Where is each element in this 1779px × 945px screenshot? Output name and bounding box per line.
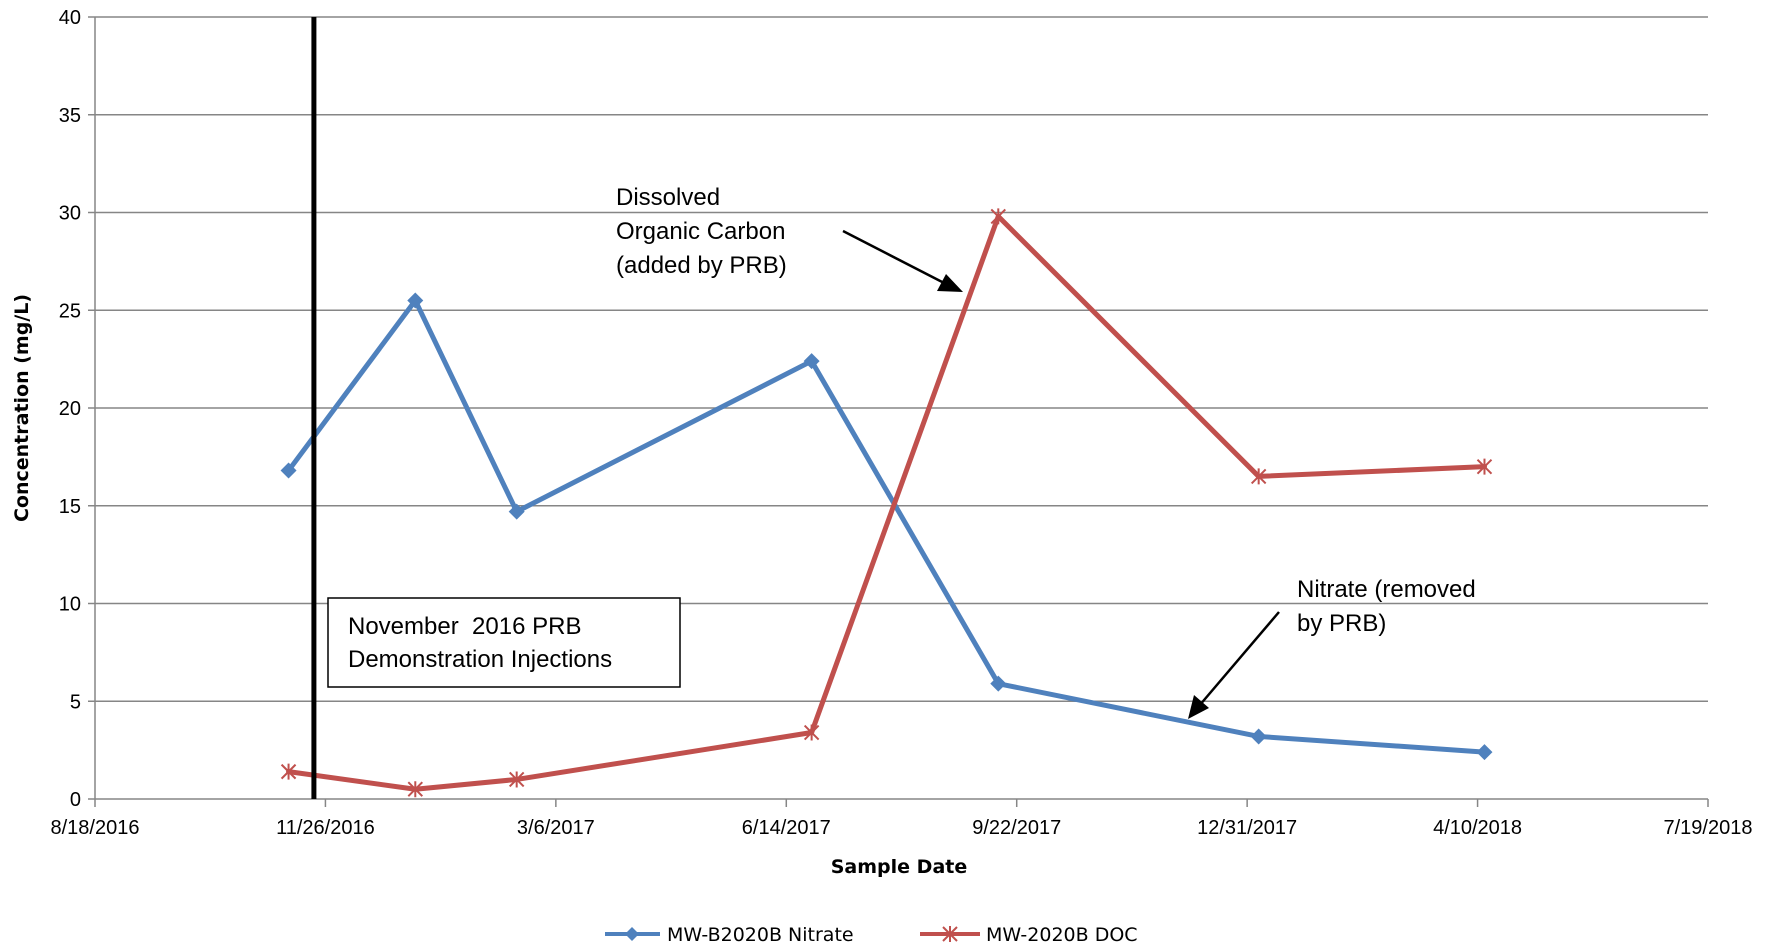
doc-annotation-arrow	[842, 229, 949, 287]
data-point-1-2	[508, 771, 525, 788]
injection-annotation-box	[327, 597, 681, 688]
data-point-0-2	[508, 503, 525, 520]
x-tick-label-1: 11/26/2016	[276, 817, 375, 839]
x-tick-label-4: 9/22/2017	[972, 817, 1061, 839]
y-tick-labels: 0 5 10 15 20 25 30 35 40	[59, 7, 81, 811]
y-tick-label-5: 5	[70, 691, 81, 713]
y-axis-title: Concentration (mg/L)	[11, 294, 33, 522]
data-point-0-3	[803, 353, 820, 370]
series-layer	[280, 208, 1493, 798]
series-line-1	[286, 213, 1487, 792]
doc-annotation-arrowhead	[937, 274, 963, 292]
data-point-0-1	[407, 292, 424, 309]
nitrate-annotation-line-2: by PRB)	[1297, 610, 1386, 637]
legend-label-nitrate: MW-B2020B Nitrate	[667, 924, 854, 945]
y-tick-label-20: 20	[59, 398, 81, 420]
x-axis-title: Sample Date	[831, 856, 967, 878]
injection-annotation-line-1: November 2016 PRB	[348, 613, 581, 640]
injection-annotation-line-2: Demonstration Injections	[348, 646, 612, 673]
doc-annotation-line-3: (added by PRB)	[616, 252, 787, 279]
injection-annotation: November 2016 PRB Demonstration Injectio…	[327, 597, 681, 688]
legend-item-nitrate: MW-B2020B Nitrate	[605, 924, 854, 945]
y-tick-label-15: 15	[59, 496, 81, 518]
data-point-1-0	[280, 763, 297, 780]
data-point-0-0	[280, 462, 297, 479]
legend-item-doc: MW-2020B DOC	[920, 924, 1138, 945]
data-point-0-6	[1476, 744, 1493, 761]
doc-annotation: Dissolved Organic Carbon (added by PRB)	[616, 184, 963, 292]
data-point-1-5	[1250, 468, 1267, 485]
doc-annotation-line-2: Organic Carbon	[616, 218, 785, 245]
data-point-1-1	[407, 781, 424, 798]
data-point-1-6	[1476, 458, 1493, 475]
axes	[94, 17, 1709, 807]
legend-label-doc: MW-2020B DOC	[986, 924, 1138, 945]
x-tick-label-6: 4/10/2018	[1433, 817, 1522, 839]
legend: MW-B2020B Nitrate MW-2020B DOC	[605, 924, 1138, 945]
x-tick-label-2: 3/6/2017	[517, 817, 595, 839]
legend-marker-nitrate	[625, 927, 639, 941]
data-point-1-4	[990, 208, 1006, 225]
nitrate-annotation-line-1: Nitrate (removed	[1297, 576, 1476, 603]
nitrate-annotation-arrowhead	[1188, 695, 1209, 719]
x-tick-labels: 8/18/2016 11/26/2016 3/6/2017 6/14/2017 9/22…	[51, 817, 1753, 839]
x-tick-label-0: 8/18/2016	[51, 817, 140, 839]
doc-annotation-line-1: Dissolved	[616, 184, 720, 211]
y-tick-label-40: 40	[59, 7, 81, 29]
series-0	[280, 292, 1493, 761]
x-tick-label-5: 12/31/2017	[1197, 817, 1297, 839]
nitrate-annotation: Nitrate (removed by PRB)	[1188, 576, 1476, 719]
series-1	[280, 208, 1493, 798]
data-point-1-3	[803, 724, 820, 741]
y-tick-label-10: 10	[59, 594, 81, 616]
data-point-0-4	[990, 675, 1007, 692]
y-tick-label-30: 30	[59, 203, 81, 225]
x-tick-label-3: 6/14/2017	[742, 817, 831, 839]
y-tick-label-0: 0	[70, 789, 81, 811]
data-point-0-5	[1250, 728, 1267, 745]
y-tick-label-25: 25	[59, 300, 81, 322]
x-tick-label-7: 7/19/2018	[1664, 817, 1753, 839]
legend-marker-doc	[942, 926, 958, 942]
y-tick-label-35: 35	[59, 105, 81, 127]
nitrate-annotation-arrow	[1198, 611, 1280, 707]
